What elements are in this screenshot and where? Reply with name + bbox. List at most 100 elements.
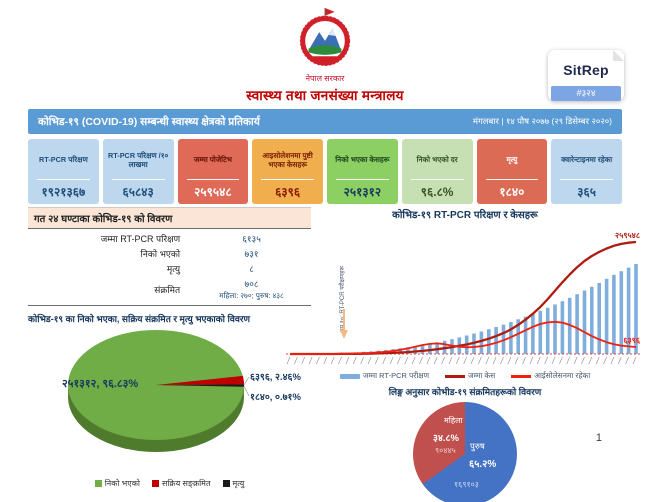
stat-card-label: निको भएको दर: [416, 155, 458, 165]
female-slice-label: महिला: [444, 416, 463, 425]
x-tick-label-mark: [294, 356, 298, 365]
test-bar: [567, 297, 572, 355]
right-panel: कोभिड-१९ RT-PCR परिक्षण र केसहरू २५९५४८ ६…: [284, 207, 646, 502]
table-row-label: मृत्यु: [166, 264, 181, 274]
legend-item: निको भएको: [94, 478, 140, 489]
legend-item: मृत्यु: [222, 478, 244, 489]
x-tick-label-mark: [301, 356, 305, 365]
test-bar: [612, 274, 616, 354]
test-bar: [479, 331, 484, 354]
test-bar: [590, 286, 594, 354]
x-tick-label-mark: [345, 356, 350, 365]
stat-card: RT-PCR परिक्षण १९२१३६७: [28, 139, 99, 204]
table-row-value: ६१३५: [242, 234, 261, 244]
combo-chart-title: कोभिड-१९ RT-PCR परिक्षण र केसहरू: [392, 210, 538, 221]
legend-swatch-icon: [445, 374, 466, 378]
x-tick-label-mark: [544, 356, 548, 365]
stat-card: क्वारेन्टाइनमा रहेका ३६५: [551, 139, 622, 204]
legend-swatch-icon: [94, 480, 102, 487]
stat-card-divider: [560, 179, 613, 180]
stat-card-label: क्वारेन्टाइनमा रहेका: [561, 155, 613, 165]
x-tick-label-mark: [559, 356, 563, 365]
test-bar: [582, 290, 587, 354]
stat-card-label: जम्मा पोजेटिभ: [193, 155, 232, 165]
x-tick-label-mark: [573, 356, 578, 365]
pie-slice: [156, 384, 245, 387]
total-cases-end-label: २५९५४८: [615, 231, 640, 240]
table-row-label: निको भएको: [140, 249, 181, 259]
x-tick-label-mark: [537, 356, 541, 365]
test-bar: [619, 271, 624, 354]
x-tick-label-mark: [367, 356, 372, 365]
x-tick-label-mark: [375, 356, 379, 365]
legend-label: निको भएको: [104, 479, 140, 488]
test-bar: [604, 278, 609, 354]
stat-card-divider: [111, 179, 165, 180]
gender-pie-title: लिङ्ग अनुसार कोभीड-१९ संक्रमितहरूको विवर…: [388, 387, 542, 397]
table-row: जम्मा RT-PCR परिक्षण ६१३५: [28, 231, 311, 246]
test-bar: [626, 267, 631, 354]
stat-card-label: निको भएका केसहरू: [335, 155, 390, 165]
pie-data-label: ६३९६, २.४६%: [250, 372, 301, 383]
pie-slice: [156, 375, 244, 385]
test-bar: [428, 343, 432, 354]
x-tick-label-mark: [441, 356, 445, 365]
legend-swatch-icon: [511, 374, 532, 378]
female-slice-count: ९०४४५: [435, 446, 456, 455]
x-tick-label-mark: [389, 356, 394, 365]
test-bar: [553, 304, 557, 354]
chart-annotation: थप १०: RT-PCR परीक्षणहरू: [338, 266, 346, 333]
stat-cards-row: RT-PCR परिक्षण १९२१३६७ RT-PCR परिक्षण /१० …: [28, 139, 622, 204]
stat-card-value: ६३९६: [275, 185, 301, 199]
daily-table-rows: जम्मा RT-PCR परिक्षण ६१३५ निको भएको ७३१ मृत्…: [28, 229, 311, 306]
gender-pie: [413, 402, 517, 502]
x-tick-label-mark: [566, 356, 570, 365]
table-row-value: ७०८ महिला: २७०; पुरुष: ४३८: [192, 277, 311, 301]
male-slice-count: १६९१०३: [454, 480, 479, 489]
report-header: नेपाल सरकार स्वास्थ्य तथा जनसंख्या मन्त्…: [0, 5, 650, 104]
stat-card-divider: [186, 179, 240, 180]
x-tick-label-mark: [456, 356, 460, 365]
test-bar: [560, 301, 565, 354]
x-tick-label-mark: [330, 356, 335, 365]
stat-card-label: मृत्यु: [506, 155, 518, 165]
test-bar: [597, 282, 601, 354]
x-tick-label-mark: [603, 356, 607, 365]
test-bar: [634, 264, 638, 354]
stat-card-label: RT-PCR परिक्षण: [39, 155, 88, 165]
x-tick-label-mark: [618, 356, 622, 365]
x-tick-label-mark: [338, 356, 342, 365]
tests-cases-combo-chart: २५९५४८ ६३९६ थप १०: RT-PCR परीक्षणहरू: [286, 231, 641, 365]
daily-summary-table: गत २४ घण्टाका कोभिड-१९ को विवरण जम्मा RT…: [28, 207, 311, 306]
x-tick-label-mark: [463, 356, 467, 365]
test-bar: [575, 294, 579, 355]
stat-card-value: १८४०: [499, 185, 525, 199]
pie-data-label: २५१३१२, ९६.८३%: [62, 378, 138, 390]
table-row-label: जम्मा RT-PCR परिक्षण: [100, 234, 181, 244]
annotation-arrowhead-icon: [340, 330, 348, 339]
left-panel: गत २४ घण्टाका कोभिड-१९ को विवरण जम्मा RT…: [28, 207, 311, 489]
table-row-value: ८: [249, 264, 254, 274]
sitrep-label: SitRep: [563, 62, 609, 78]
page-number: 1: [595, 432, 602, 444]
table-row: मृत्यु ८: [28, 261, 311, 276]
legend-swatch-icon: [222, 480, 230, 487]
stat-card: RT-PCR परिक्षण /१० लाखमा ६५८४३: [102, 139, 174, 204]
test-bar: [501, 324, 506, 354]
x-tick-label-mark: [397, 356, 401, 365]
x-tick-label-mark: [492, 356, 497, 365]
x-tick-label-mark: [433, 356, 438, 365]
table-row-value: ७३१: [244, 249, 259, 259]
gender-pie-chart: महिला ३४.८% ९०४४५ पुरुष ६५.२% १६९१०३: [413, 402, 517, 502]
x-tick-label-mark: [581, 356, 585, 365]
legend-item: आईसोलेसनमा रहेका: [511, 371, 590, 381]
x-tick-label-mark: [500, 356, 504, 365]
x-tick-label-mark: [411, 356, 416, 365]
stat-card: आइसोलेशनमा पुष्टी भएका केसहरू ६३९६: [252, 139, 323, 204]
legend-label: जम्मा केस: [468, 371, 496, 380]
test-bar: [420, 345, 425, 354]
x-tick-label-mark: [419, 356, 423, 365]
ministry-title: स्वास्थ्य तथा जनसंख्या मन्त्रालय: [246, 88, 404, 103]
active-cases-end-label: ६३९६: [623, 336, 640, 345]
